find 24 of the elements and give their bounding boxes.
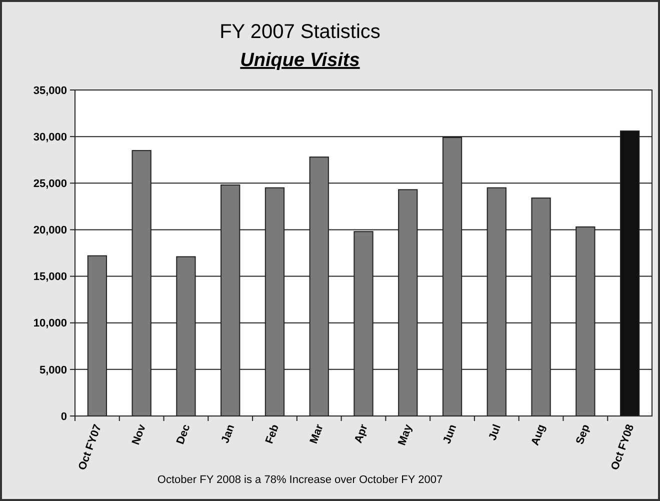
y-tick-label: 25,000 [33, 178, 67, 190]
y-tick-label: 20,000 [33, 224, 67, 237]
y-tick-label: 15,000 [33, 271, 67, 284]
text: October FY 2008 is a 78% Increase over October FY 2007 [157, 474, 443, 486]
y-tick-label: 35,000 [33, 84, 67, 97]
x-tick-label: Mar [308, 422, 326, 446]
y-tick-label: 5,000 [39, 364, 67, 376]
x-tick-label: Jun [441, 422, 460, 446]
chart-subtitle: Unique Visits [240, 50, 360, 71]
x-tick-label: Jan [219, 422, 238, 445]
x-tick-label: Dec [174, 422, 193, 446]
x-tick-label: Oct FY07 [76, 422, 104, 472]
x-tick-label: Feb [264, 422, 282, 446]
y-tick-label: 30,000 [33, 131, 67, 144]
x-tick-label: Nov [130, 422, 149, 447]
y-tick-label: 10,000 [33, 318, 67, 330]
x-tick-label: Aug [529, 422, 548, 448]
x-tick-label: Oct FY08 [609, 422, 637, 472]
x-tick-label: Sep [574, 422, 592, 446]
x-tick-label: Apr [352, 422, 371, 445]
y-tick-label: 0 [60, 410, 67, 423]
x-tick-label: May [396, 422, 416, 448]
chart-title: FY 2007 Statistics [220, 21, 380, 43]
x-tick-label: Jul [486, 422, 504, 442]
